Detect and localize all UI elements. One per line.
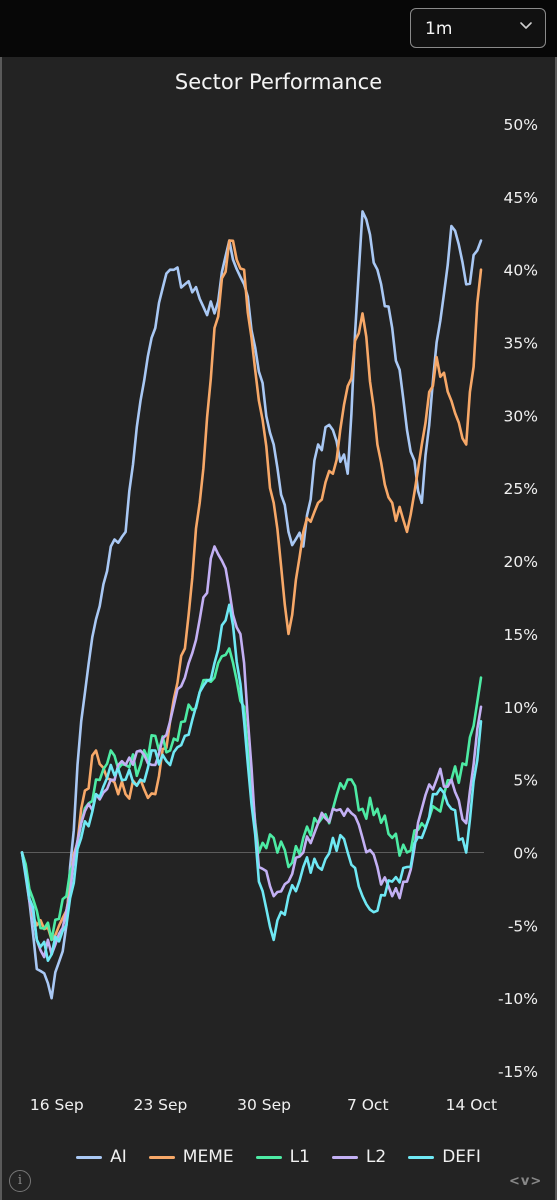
x-tick-label: 30 Sep: [237, 1096, 291, 1114]
legend-label: L2: [365, 1147, 387, 1167]
chevron-down-icon: [520, 22, 532, 29]
legend-item-l1[interactable]: L1: [255, 1144, 310, 1170]
legend-item-l2[interactable]: L2: [331, 1144, 387, 1170]
y-tick-label: 30%: [504, 407, 538, 425]
nav-arrows[interactable]: <v>: [509, 1174, 543, 1189]
legend-swatch: [408, 1155, 435, 1159]
y-tick-label: 35%: [504, 335, 538, 353]
y-tick-label: -5%: [508, 917, 538, 935]
y-tick-label: 50%: [504, 116, 538, 134]
legend-swatch: [148, 1155, 175, 1159]
legend-label: L1: [289, 1147, 310, 1167]
info-icon[interactable]: i: [9, 1170, 31, 1192]
y-tick-label: 0%: [513, 844, 538, 862]
chart-title: Sector Performance: [174, 70, 383, 94]
legend-item-defi[interactable]: DEFI: [408, 1144, 481, 1170]
y-tick-label: 10%: [504, 699, 538, 717]
chart-panel: [0, 57, 557, 1200]
legend-label: DEFI: [442, 1147, 481, 1167]
x-tick-label: 7 Oct: [347, 1096, 389, 1114]
y-tick-label: 25%: [504, 480, 538, 498]
x-tick-label: 16 Sep: [30, 1096, 84, 1114]
legend-label: MEME: [182, 1147, 234, 1167]
y-tick-label: 20%: [504, 553, 538, 571]
legend-item-meme[interactable]: MEME: [148, 1144, 234, 1170]
series-line-meme[interactable]: [20, 239, 483, 942]
series-line-l2[interactable]: [20, 545, 483, 959]
y-tick-label: 40%: [504, 262, 538, 280]
legend-label: AI: [110, 1147, 127, 1167]
x-tick-label: 23 Sep: [134, 1096, 188, 1114]
y-tick-label: 45%: [504, 189, 538, 207]
y-tick-label: -10%: [498, 990, 538, 1008]
x-tick-label: 14 Oct: [446, 1096, 497, 1114]
chart-legend: AI MEME L1 L2 DEFI: [0, 1144, 557, 1170]
legend-swatch: [331, 1155, 358, 1159]
y-tick-label: 15%: [504, 626, 538, 644]
range-selector[interactable]: 1m: [410, 8, 546, 48]
legend-swatch: [76, 1155, 103, 1159]
range-selector-value: 1m: [425, 19, 453, 39]
legend-item-ai[interactable]: AI: [76, 1144, 127, 1170]
y-tick-label: -15%: [498, 1063, 538, 1081]
y-tick-label: 5%: [513, 772, 538, 790]
top-bar: 1m: [0, 0, 557, 57]
legend-swatch: [255, 1155, 282, 1159]
series-line-defi[interactable]: [20, 603, 483, 963]
